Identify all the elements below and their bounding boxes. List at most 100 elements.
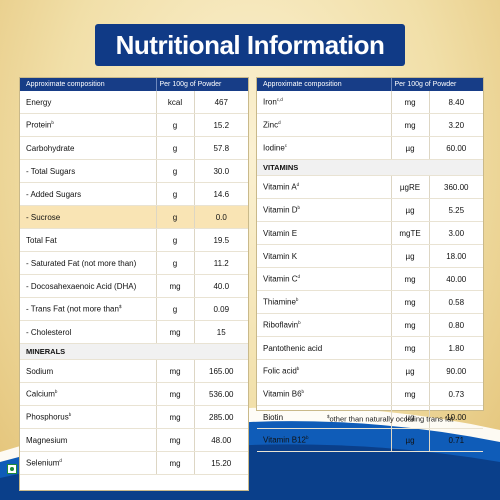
nutrient-unit: mg [155, 451, 194, 475]
table-row: Vitamin Ad µgRE 360.00 [257, 175, 483, 199]
nutrient-name: Iodinec [257, 136, 391, 160]
nutrient-name: Ironc,d [257, 91, 391, 114]
nutrient-unit: g [155, 205, 194, 229]
nutrient-name: Phosphorusb [20, 405, 156, 429]
nutrient-name: Calciumb [20, 382, 156, 406]
nutrient-unit: µg [390, 198, 429, 222]
nutrient-label: Riboflavin [263, 320, 299, 330]
table-row: - Docosahexaenoic Acid (DHA) mg 40.0 [20, 274, 248, 298]
nutrient-name: Total Fat [20, 228, 156, 252]
nutrient-value: 360.00 [428, 175, 483, 199]
nutrient-label: Biotin [263, 412, 284, 422]
nutrient-label: Total Fat [26, 235, 57, 245]
nutrient-value: 0.09 [193, 297, 248, 321]
nutrient-value: 11.2 [193, 251, 248, 275]
table-row: Vitamin B6b mg 0.73 [257, 382, 483, 406]
nutrient-label: Pantothenic acid [263, 343, 323, 353]
nutrient-name: - Docosahexaenoic Acid (DHA) [20, 274, 156, 298]
table-row: - Sucrose g 0.0 [20, 205, 248, 229]
nutrient-value: 285.00 [193, 405, 248, 429]
nutrient-value: 57.8 [193, 136, 248, 160]
nutrition-table: Approximate composition Per 100g of Powd… [20, 78, 248, 475]
nutrient-footnote-marker: b [298, 320, 301, 326]
nutrient-label: Vitamin D [263, 205, 298, 215]
nutrient-value: 5.25 [428, 198, 483, 222]
table-row: Ironc,d mg 8.40 [257, 91, 483, 114]
nutrient-value: 10.00 [428, 405, 483, 429]
nutrient-label: - Trans Fat (not more than [26, 304, 119, 314]
nutrient-unit: µgRE [390, 175, 429, 199]
nutrient-name: Energy [20, 91, 156, 114]
nutrient-name: Thiamineb [257, 290, 391, 314]
table-row: Biotin µg 10.00 [257, 405, 483, 429]
nutrient-label: Iron [263, 97, 277, 107]
nutrient-unit: mg [390, 267, 429, 291]
nutrient-unit: g [155, 182, 194, 206]
section-header-row: MINERALS [20, 343, 248, 360]
table-row: Zincd mg 3.20 [257, 113, 483, 137]
nutrient-value: 3.00 [428, 221, 483, 245]
nutrient-label: Phosphorus [26, 412, 69, 422]
nutrient-name: - Total Sugars [20, 159, 156, 183]
nutrient-unit: mg [390, 313, 429, 337]
column-header-per-100g: Per 100g of Powder [390, 78, 483, 91]
table-row: Riboflavinb mg 0.80 [257, 313, 483, 337]
table-row: - Added Sugars g 14.6 [20, 182, 248, 206]
nutrient-value: 18.00 [428, 244, 483, 268]
nutrient-label: - Cholesterol [26, 327, 72, 337]
nutrient-unit: mgTE [390, 221, 429, 245]
nutrient-unit: µg [390, 136, 429, 160]
section-header-row: VITAMINS [257, 159, 483, 176]
nutrient-value: 0.58 [428, 290, 483, 314]
nutrient-name: Vitamin K [257, 244, 391, 268]
nutrient-unit: µg [390, 359, 429, 383]
nutrient-unit: kcal [155, 91, 194, 114]
nutrient-name: Vitamin E [257, 221, 391, 245]
table-row: Proteinb g 15.2 [20, 113, 248, 137]
nutrient-value: 15 [193, 320, 248, 344]
nutrient-footnote-marker: d [296, 182, 300, 188]
nutrient-name: - Saturated Fat (not more than) [20, 251, 156, 275]
nutrient-footnote-marker: b [68, 412, 72, 418]
nutrient-unit: mg [155, 382, 194, 406]
nutrient-value: 8.40 [428, 91, 483, 114]
table-row: Calciumb mg 536.00 [20, 382, 248, 406]
nutrient-value: 165.00 [193, 359, 248, 383]
column-header-per-100g: Per 100g of Powder [155, 78, 248, 91]
nutrient-name: Proteinb [20, 113, 156, 137]
footnote: $other than naturally occuring trans fat [327, 414, 487, 424]
nutrient-footnote-marker: d [278, 120, 281, 126]
nutrient-value: 40.0 [193, 274, 248, 298]
nutrient-label: - Saturated Fat (not more than) [26, 258, 137, 268]
nutrient-value: 1.80 [428, 336, 483, 360]
nutrient-value: 0.73 [428, 382, 483, 406]
nutrient-footnote-marker: d [59, 458, 62, 464]
column-header-composition: Approximate composition [257, 78, 391, 91]
column-header-composition: Approximate composition [20, 78, 156, 91]
nutrient-unit: g [155, 136, 194, 160]
nutrient-name: - Added Sugars [20, 182, 156, 206]
nutrient-value: 0.71 [428, 428, 483, 452]
nutrient-name: Vitamin Db [257, 198, 391, 222]
nutrient-unit: µg [390, 405, 429, 429]
nutrient-footnote-marker: c,d [276, 97, 283, 103]
nutrient-value: 3.20 [428, 113, 483, 137]
nutrient-unit: mg [155, 359, 194, 383]
nutrient-footnote-marker: b [306, 435, 309, 441]
nutrient-name: Riboflavinb [257, 313, 391, 337]
nutrient-footnote-marker: d [297, 274, 301, 280]
nutrient-label: - Sucrose [26, 212, 61, 222]
nutrient-label: Vitamin E [263, 228, 298, 238]
table-row: Vitamin B12b µg 0.71 [257, 428, 483, 452]
table-row: Vitamin Db µg 5.25 [257, 198, 483, 222]
nutrient-name: Vitamin B12b [257, 428, 391, 452]
nutrient-label: - Added Sugars [26, 189, 82, 199]
nutrient-unit: g [155, 113, 194, 137]
table-row: Seleniumd mg 15.20 [20, 451, 248, 475]
nutrient-label: Folic acid [263, 366, 297, 376]
nutrient-footnote-marker: c [284, 143, 288, 149]
nutrient-label: Zinc [263, 120, 279, 130]
nutrient-name: Magnesium [20, 428, 156, 452]
nutrient-label: Vitamin C [263, 274, 298, 284]
nutrient-label: Iodine [263, 143, 285, 153]
